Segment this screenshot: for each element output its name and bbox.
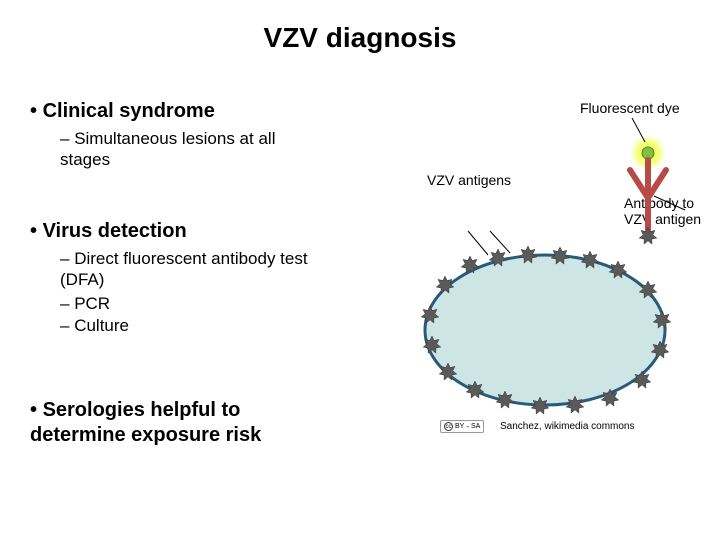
antigen-star [439,363,457,380]
cc-sa: SA [471,423,480,430]
antigen-star [639,281,657,298]
bullet-virus-sub-pcr: – PCR [60,294,110,314]
fluorescent-dot [642,147,654,159]
bullet-clinical-sub: – Simultaneous lesions at all stages [60,128,320,171]
antigen-star [581,251,599,268]
bullet-serologies: • Serologies helpful to determine exposu… [30,398,330,448]
antigen-star [496,391,514,408]
antigen-star [609,261,627,278]
bullet-culture-text: Culture [74,316,129,335]
antibody-arm-right [648,170,666,198]
bullet-clinical-sub-text: Simultaneous lesions at all stages [60,129,275,169]
bullet-virus-sub-dfa: – Direct fluorescent antibody test (DFA) [60,248,320,291]
bullet-virus-sub-culture: – Culture [60,316,129,336]
antigen-bound [639,227,657,244]
label-pointer [632,118,645,142]
antigen-star [466,381,484,398]
label-infected-cell: VZV infected cell [520,305,630,343]
label-pointer [490,231,510,253]
antigen-star [436,276,454,293]
label-pointer [468,231,488,255]
label-antibody: Antibody to VZV antigen [624,195,720,227]
antigen-star [461,256,479,273]
page-title: VZV diagnosis [0,22,720,54]
bullet-virus: • Virus detection [30,220,187,243]
label-fluorescent-dye: Fluorescent dye [580,100,680,116]
antigen-star [633,371,651,388]
fluorescent-glow [634,139,662,167]
antibody-arm-left [630,170,648,198]
cc-icon: cc [444,422,453,431]
bullet-clinical: • Clinical syndrome [30,100,215,123]
bullet-pcr-text: PCR [74,294,110,313]
label-vzv-antigens: VZV antigens [427,172,511,188]
bullet-virus-text: Virus detection [43,220,187,242]
antigen-star [551,247,569,264]
cc-license-badge: cc BY-SA [440,420,484,433]
antigen-star [421,306,439,323]
antigen-star [601,389,619,406]
bullet-dfa-text: Direct fluorescent antibody test (DFA) [60,249,308,289]
antigen-star [531,397,549,414]
title-text: VZV diagnosis [264,22,457,53]
antigen-star [423,336,441,353]
label-credit: Sanchez, wikimedia commons [500,421,635,432]
antigen-star [489,249,507,266]
antigen-star [519,246,537,263]
bullet-serologies-text: Serologies helpful to determine exposure… [30,399,261,446]
antigen-star [653,311,671,328]
antigen-star [566,396,584,413]
cc-by: BY [455,423,464,430]
bullet-clinical-text: Clinical syndrome [43,100,215,122]
antigen-star [651,341,669,358]
